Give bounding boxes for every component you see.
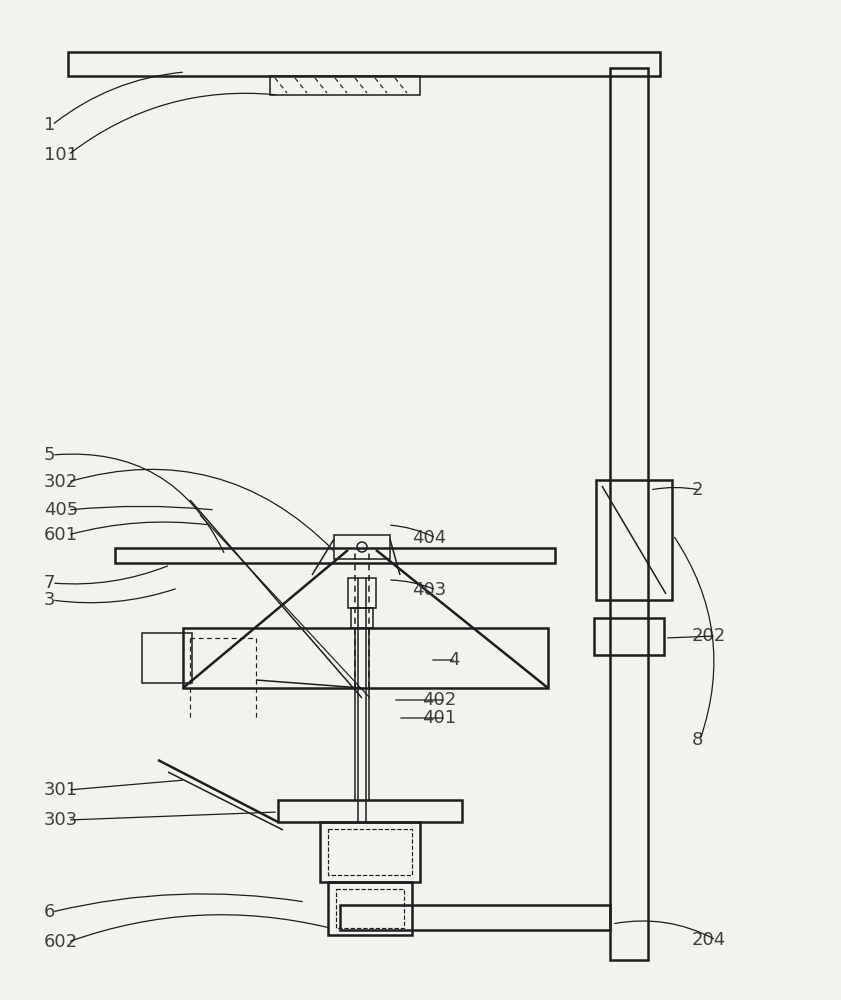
Bar (270, 76, 420, 95)
Text: 7: 7 (44, 574, 56, 592)
Text: 204: 204 (692, 931, 727, 949)
Text: 403: 403 (412, 581, 447, 599)
Text: 302: 302 (44, 473, 78, 491)
Text: 101: 101 (44, 146, 78, 164)
Text: 401: 401 (422, 709, 456, 727)
Bar (68, 52, 660, 76)
Text: 3: 3 (44, 591, 56, 609)
Text: 303: 303 (44, 811, 78, 829)
Bar (278, 800, 462, 822)
Bar (142, 633, 192, 683)
Text: 601: 601 (44, 526, 78, 544)
Text: 602: 602 (44, 933, 78, 951)
Text: 6: 6 (44, 903, 56, 921)
Text: 405: 405 (44, 501, 78, 519)
Text: 402: 402 (422, 691, 457, 709)
Bar (115, 548, 555, 563)
Bar (336, 889, 404, 928)
Bar (328, 882, 412, 935)
Bar (328, 829, 412, 875)
Bar (348, 578, 376, 608)
Bar (610, 68, 648, 960)
Text: 301: 301 (44, 781, 78, 799)
Bar (183, 628, 548, 688)
Bar (594, 618, 664, 655)
Text: 202: 202 (692, 627, 727, 645)
Bar (320, 822, 420, 882)
Text: 5: 5 (44, 446, 56, 464)
Text: 8: 8 (692, 731, 703, 749)
Text: 4: 4 (448, 651, 459, 669)
Text: 1: 1 (44, 116, 56, 134)
Bar (596, 480, 672, 600)
Bar (340, 905, 610, 930)
Bar (334, 535, 390, 559)
Bar (351, 608, 373, 628)
Text: 404: 404 (412, 529, 447, 547)
Text: 2: 2 (692, 481, 704, 499)
